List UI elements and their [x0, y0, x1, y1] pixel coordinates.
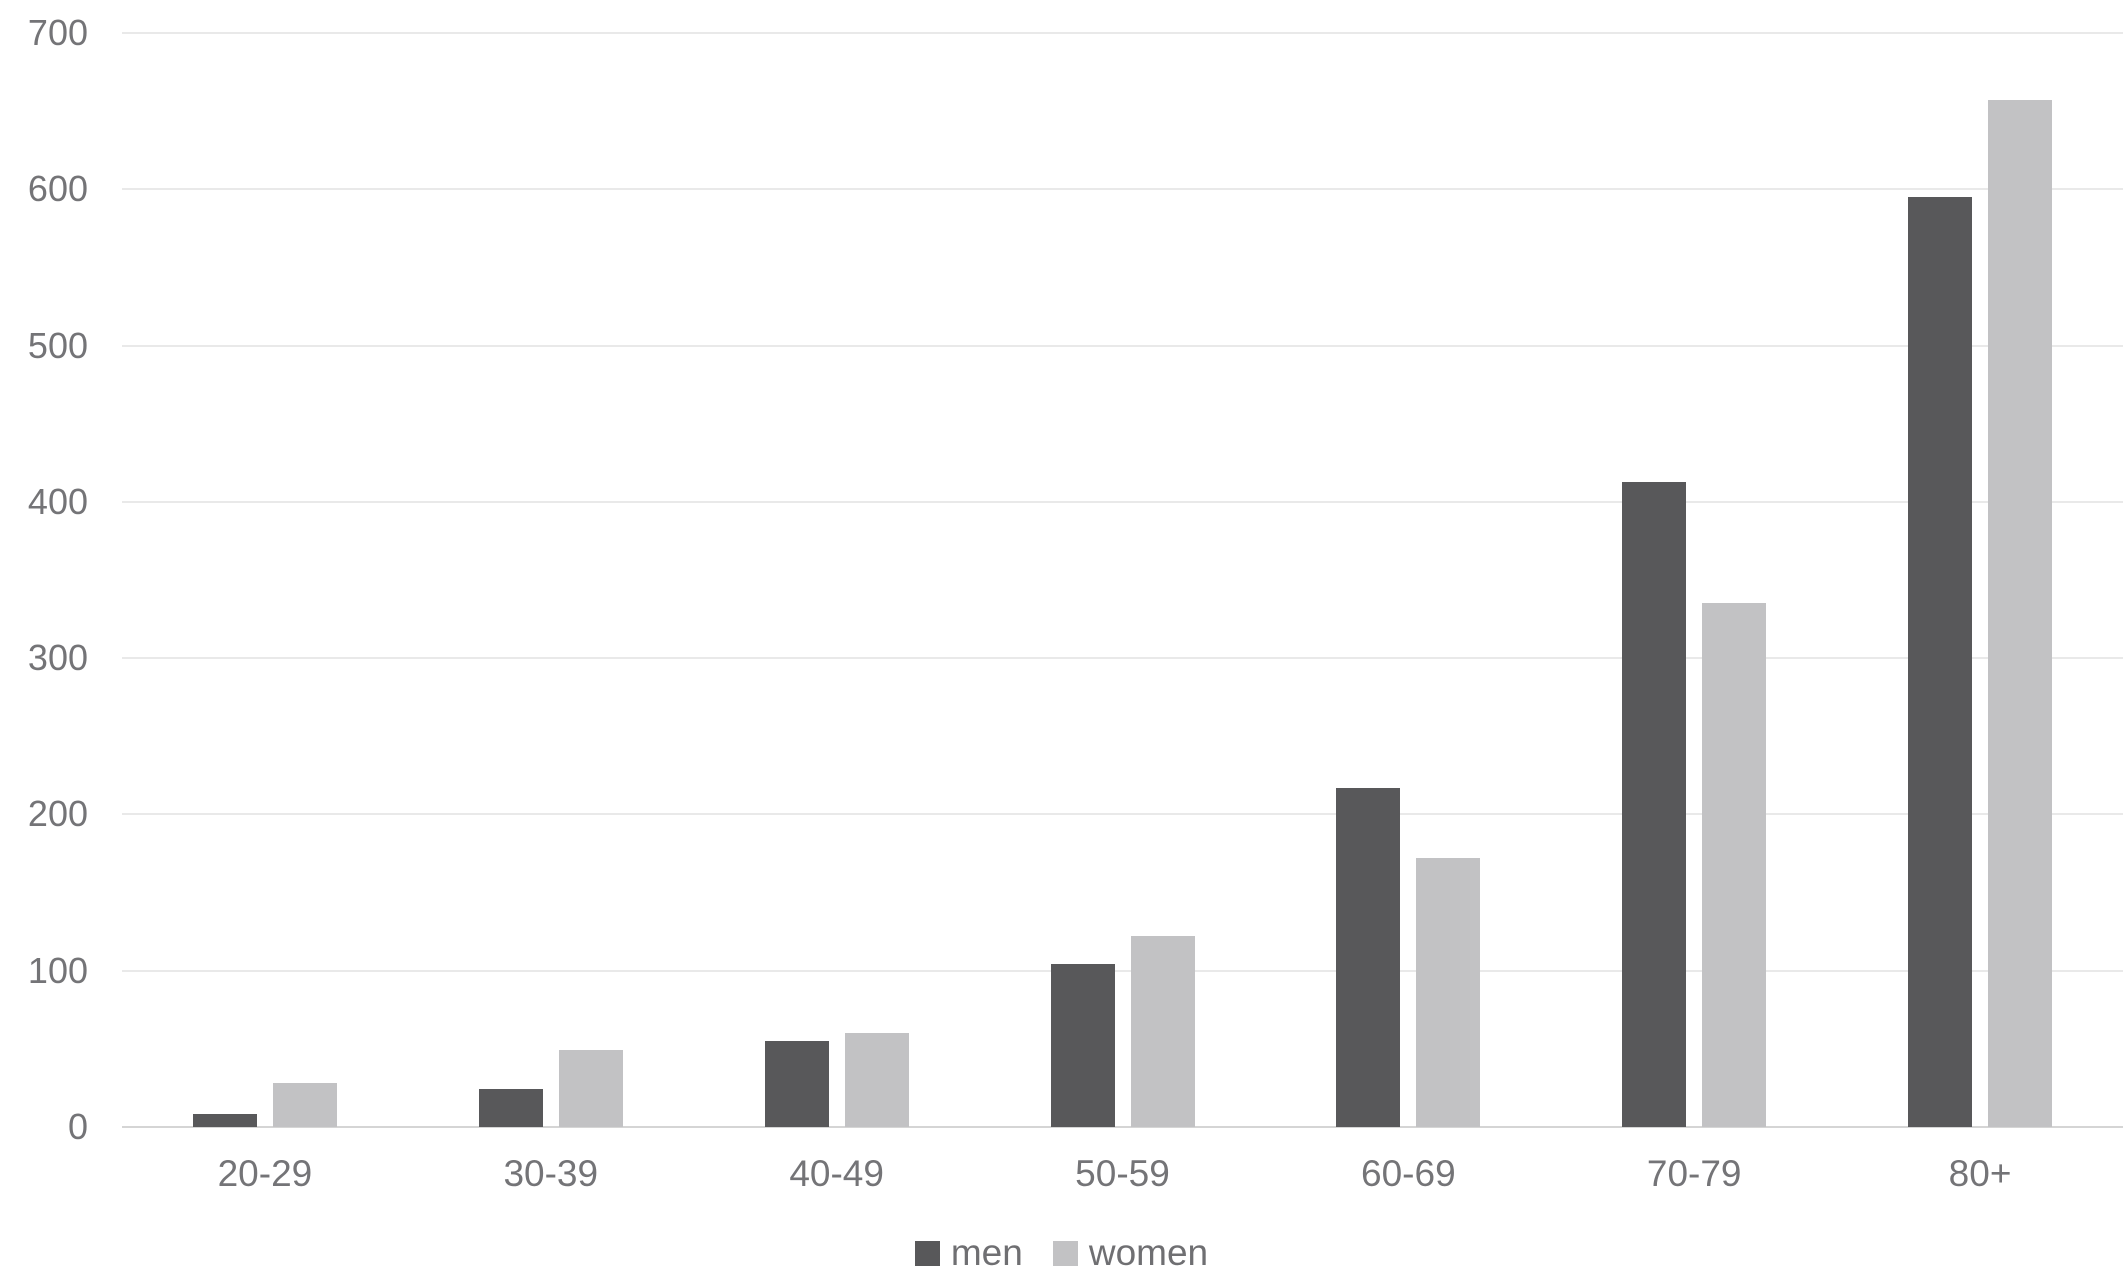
- gridline-400: [122, 500, 2123, 503]
- bar-women-70-79: [1702, 603, 1767, 1127]
- bar-men-60-69: [1336, 787, 1401, 1127]
- gridline-700: [122, 32, 2123, 34]
- legend-swatch-women: [1052, 1240, 1078, 1266]
- legend-item-women: women: [1052, 1232, 1209, 1274]
- bar-men-40-49: [764, 1041, 829, 1127]
- legend-label-women: women: [1088, 1232, 1209, 1273]
- bar-women-60-69: [1416, 858, 1481, 1127]
- bar-women-40-49: [844, 1033, 909, 1127]
- gridline-600: [122, 188, 2123, 191]
- bar-men-70-79: [1622, 481, 1687, 1127]
- bar-men-20-29: [192, 1114, 257, 1127]
- legend-swatch-men: [914, 1240, 940, 1266]
- x-category-label-50-59: 50-59: [1075, 1153, 1170, 1194]
- bar-men-30-39: [478, 1089, 543, 1127]
- x-category-label-70-79: 70-79: [1646, 1153, 1742, 1194]
- x-category-label-60-69: 60-69: [1361, 1153, 1456, 1194]
- legend: men women: [0, 1232, 2123, 1274]
- y-tick-label-600: 600: [27, 168, 88, 210]
- bar-women-20-29: [272, 1083, 337, 1127]
- x-category-label-20-29: 20-29: [217, 1153, 313, 1194]
- bar-women-50-59: [1130, 936, 1195, 1127]
- bar-men-50-59: [1050, 964, 1115, 1127]
- y-tick-label-300: 300: [27, 637, 88, 679]
- gridline-200: [122, 813, 2123, 816]
- y-tick-label-0: 0: [67, 1106, 88, 1147]
- y-tick-label-700: 700: [27, 12, 88, 53]
- x-axis-line: [122, 1126, 2123, 1128]
- gridline-300: [122, 657, 2123, 660]
- bar-women-30-39: [558, 1050, 623, 1127]
- x-category-label-30-39: 30-39: [503, 1153, 599, 1194]
- legend-item-men: men: [914, 1232, 1023, 1274]
- y-tick-label-100: 100: [27, 949, 88, 991]
- x-category-label-40-49: 40-49: [789, 1153, 884, 1194]
- bar-women-80+: [1988, 100, 2053, 1127]
- y-tick-label-400: 400: [27, 480, 88, 522]
- gridline-100: [122, 969, 2123, 972]
- gridline-500: [122, 344, 2123, 347]
- y-tick-label-200: 200: [27, 793, 88, 835]
- bar-men-80+: [1908, 197, 1973, 1127]
- y-tick-label-500: 500: [27, 324, 88, 366]
- x-category-label-80+: 80+: [1948, 1153, 2012, 1194]
- legend-label-men: men: [950, 1232, 1023, 1273]
